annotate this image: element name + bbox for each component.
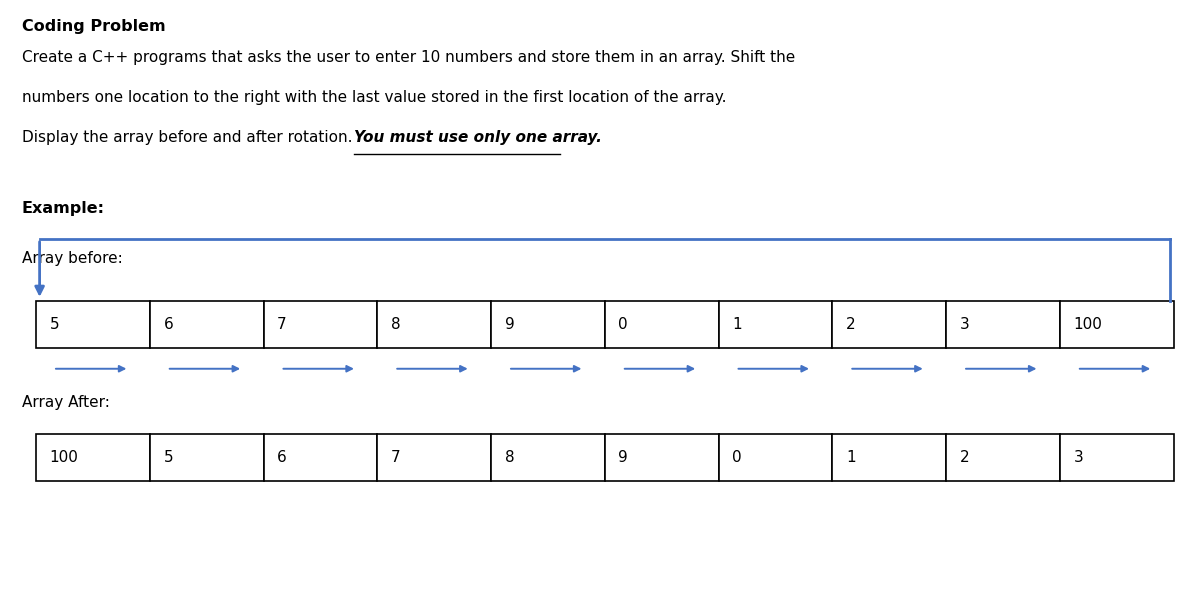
Text: 8: 8 [391,317,401,332]
Text: You must use only one array.: You must use only one array. [354,130,601,145]
Text: 6: 6 [163,317,173,332]
Text: 100: 100 [49,450,78,465]
Text: 9: 9 [505,317,515,332]
Text: 0: 0 [732,450,742,465]
Text: 6: 6 [277,450,287,465]
Text: 3: 3 [1074,450,1084,465]
Text: 7: 7 [391,450,401,465]
Text: 7: 7 [277,317,287,332]
Text: 2: 2 [846,317,856,332]
Text: 100: 100 [1074,317,1103,332]
Text: Array After:: Array After: [22,395,109,410]
Text: Example:: Example: [22,201,104,215]
Text: 9: 9 [618,450,629,465]
Text: Array before:: Array before: [22,251,122,266]
Text: 5: 5 [163,450,173,465]
Text: numbers one location to the right with the last value stored in the first locati: numbers one location to the right with t… [22,90,726,105]
Text: Display the array before and after rotation.: Display the array before and after rotat… [22,130,356,145]
Text: 0: 0 [618,317,628,332]
Text: 3: 3 [960,317,970,332]
Text: 1: 1 [732,317,742,332]
Text: 2: 2 [960,450,970,465]
Text: 5: 5 [49,317,59,332]
Text: 1: 1 [846,450,856,465]
Text: Coding Problem: Coding Problem [22,19,166,34]
Text: 8: 8 [505,450,515,465]
Text: Create a C++ programs that asks the user to enter 10 numbers and store them in a: Create a C++ programs that asks the user… [22,50,794,65]
